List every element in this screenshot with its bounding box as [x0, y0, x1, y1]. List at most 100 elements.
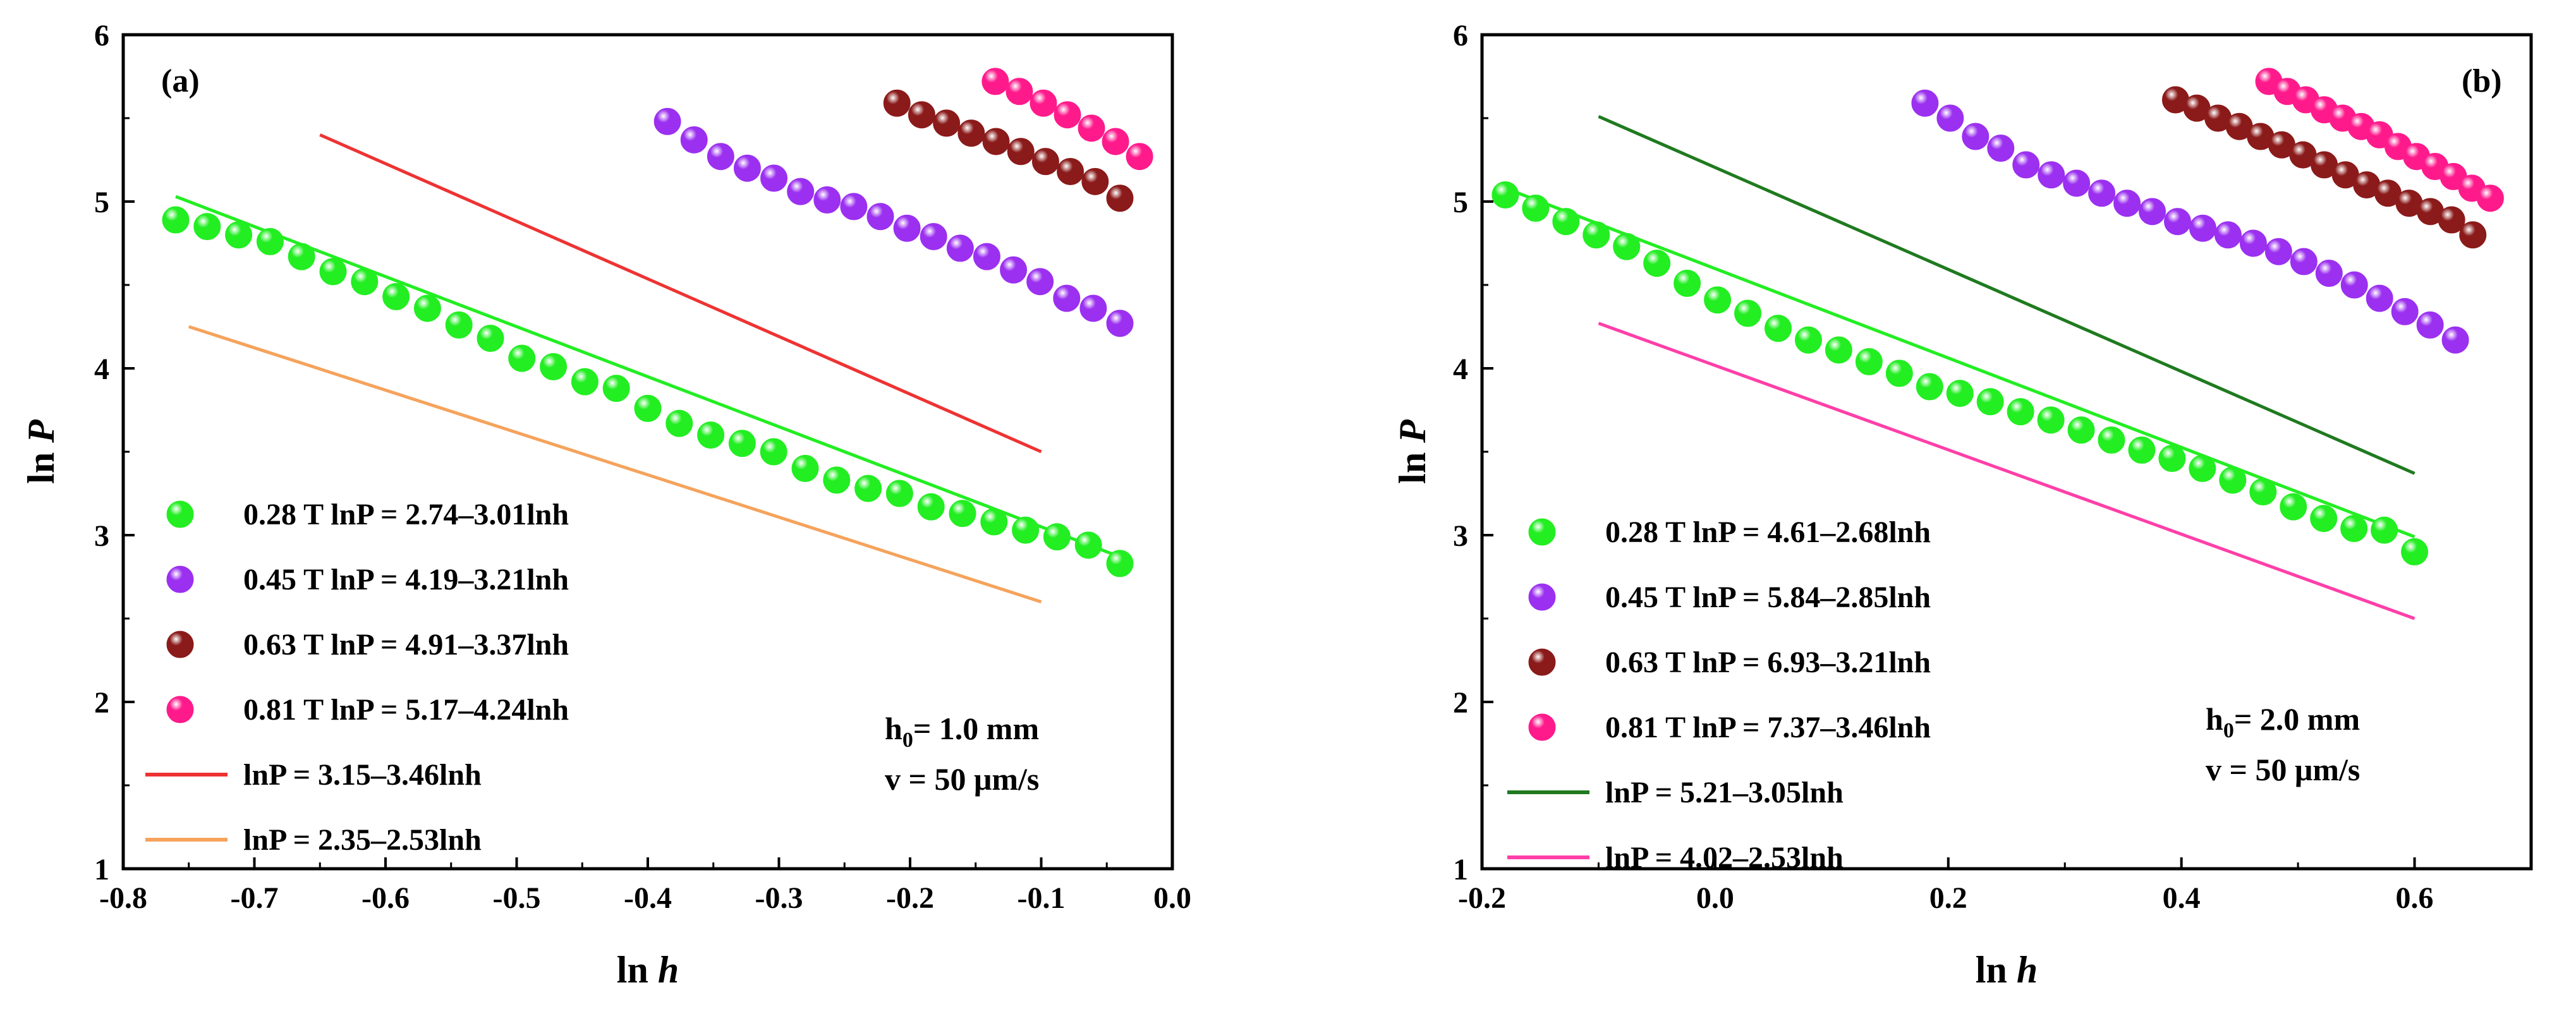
- panel-b-point-0-45-t-14: [2264, 238, 2292, 265]
- panel-a-point-0-28-t-20: [791, 454, 819, 482]
- panel-a-point-0-28-t-23: [885, 480, 913, 507]
- panel-b-point-0-28-t-24: [2219, 466, 2247, 494]
- panel-a-annotation: h0= 1.0 mm v = 50 μm/s: [885, 711, 1039, 797]
- panel-b-x-axis-title-prefix: ln: [1976, 949, 2017, 991]
- panel-a-point-0-81-t-2: [1030, 89, 1057, 117]
- panel-a-point-0-28-t-19: [760, 438, 787, 466]
- panel-a-point-0-28-t-16: [665, 409, 693, 437]
- panel-a: -0.8 -0.7 -0.6 -0.5 -0.4 -0.3 -0.2 -0.1 0.0 1 2 3 4 5…: [20, 19, 1191, 991]
- panel-b-point-0-45-t-15: [2290, 248, 2318, 275]
- panel-b-y-tick-label-4: 5: [1453, 186, 1468, 219]
- panel-b-y-axis-title-var: P: [1392, 419, 1433, 444]
- panel-a-point-0-63-t-4: [982, 128, 1010, 155]
- panel-a-legend: 0.28 T lnP = 2.74–3.01lnh 0.45 T lnP = 4.…: [145, 498, 569, 857]
- panel-a-x-tick-label-2: -0.6: [361, 881, 410, 915]
- panel-b-point-0-45-t-19: [2391, 298, 2419, 325]
- panel-a-point-0-45-t-0: [653, 107, 681, 135]
- panel-a-legend-marker-0-28-t: [166, 500, 194, 528]
- panel-b-x-axis-title: ln h: [1976, 949, 2038, 991]
- panel-a-point-0-45-t-15: [1053, 284, 1081, 312]
- panel-b-point-0-28-t-27: [2310, 505, 2338, 533]
- panel-a-x-tick-label-7: -0.1: [1018, 881, 1066, 915]
- panel-a-point-0-28-t-6: [351, 268, 379, 296]
- panel-b-label: (b): [2462, 63, 2502, 99]
- panel-a-legend-label-0-45-t: 0.45 T lnP = 4.19–3.21lnh: [243, 563, 569, 596]
- panel-a-x-axis-title: ln h: [617, 949, 679, 991]
- panel-a-point-0-45-t-12: [973, 243, 1000, 270]
- panel-b-legend-label-0-81-t: 0.81 T lnP = 7.37–3.46lnh: [1605, 711, 1931, 744]
- panel-a-point-0-63-t-9: [1106, 184, 1134, 212]
- panel-a-annotation-h0: h0= 1.0 mm: [885, 711, 1039, 752]
- panel-b-point-0-28-t-5: [1643, 250, 1671, 277]
- panel-a-point-0-28-t-2: [225, 221, 253, 249]
- panel-a-x-tick-label-4: -0.4: [624, 881, 672, 915]
- panel-a-point-0-28-t-1: [193, 213, 221, 241]
- panel-a-point-0-28-t-12: [540, 353, 568, 380]
- panel-b-y-axis-title: ln P: [1392, 419, 1433, 484]
- panel-b-point-0-28-t-20: [2098, 426, 2125, 454]
- panel-a-point-0-28-t-7: [382, 282, 410, 310]
- panel-b-point-0-45-t-21: [2441, 326, 2469, 354]
- panel-b-point-0-45-t-0: [1911, 89, 1939, 117]
- panel-b-point-0-45-t-5: [2038, 161, 2065, 189]
- panel-b-point-0-28-t-22: [2158, 445, 2186, 473]
- panel-a-point-0-28-t-4: [288, 243, 315, 270]
- panel-a-point-0-28-t-22: [854, 474, 882, 502]
- panel-b-point-0-28-t-15: [1946, 380, 1974, 408]
- panel-a-fit-line-0-28-t: [175, 195, 1121, 559]
- panel-b-legend-marker-0-63-t: [1528, 648, 1556, 676]
- panel-b-point-0-45-t-9: [2139, 198, 2166, 226]
- panel-b-point-0-45-t-3: [1987, 135, 2015, 162]
- panel-a-point-0-28-t-5: [319, 258, 347, 286]
- panel-b-point-0-45-t-4: [2012, 151, 2040, 179]
- panel-b-annotation-h0-value: = 2.0 mm: [2234, 701, 2360, 737]
- panel-a-label: (a): [161, 63, 200, 99]
- panel-a-x-tick-label-6: -0.2: [886, 881, 934, 915]
- panel-a-point-0-28-t-9: [445, 311, 473, 339]
- panel-b-ticks: -0.2 0.0 0.2 0.4 0.6 1 2 3 4 5 6: [1453, 19, 2434, 915]
- panel-a-point-0-63-t-7: [1057, 157, 1084, 185]
- panel-b-point-0-81-t-12: [2476, 184, 2504, 212]
- panel-b-point-0-45-t-12: [2214, 221, 2242, 249]
- panel-b-legend-label-0-63-t: 0.63 T lnP = 6.93–3.21lnh: [1605, 646, 1931, 679]
- panel-a-point-0-45-t-14: [1026, 268, 1054, 296]
- panel-b-point-0-28-t-30: [2401, 538, 2429, 565]
- panel-a-point-0-28-t-29: [1074, 531, 1102, 559]
- panel-b-point-0-45-t-10: [2164, 208, 2192, 236]
- panel-a-point-0-45-t-7: [840, 193, 868, 221]
- panel-a-legend-label-0-81-t: 0.81 T lnP = 5.17–4.24lnh: [243, 693, 569, 727]
- panel-a-point-0-28-t-8: [413, 294, 441, 322]
- panel-b-point-0-28-t-16: [1976, 388, 2004, 416]
- panel-a-point-0-45-t-1: [680, 126, 708, 154]
- panel-b-point-0-45-t-7: [2088, 179, 2116, 207]
- panel-a-point-0-45-t-11: [946, 234, 974, 262]
- panel-b-x-axis-title-var: h: [2017, 949, 2038, 991]
- panel-b-point-0-45-t-11: [2189, 214, 2216, 242]
- panel-b-point-0-45-t-6: [2063, 169, 2091, 197]
- panel-a-y-tick-label-0: 1: [94, 853, 109, 886]
- panel-a-point-0-28-t-27: [1012, 516, 1040, 544]
- panel-b-marks: [1492, 68, 2504, 620]
- panel-a-y-axis-title: ln P: [20, 419, 62, 484]
- panel-a-y-axis-title-prefix: ln: [20, 443, 62, 484]
- panel-b-x-tick-label-3: 0.4: [2163, 881, 2201, 915]
- panel-b-point-0-28-t-8: [1734, 299, 1762, 327]
- panel-a-point-0-28-t-26: [980, 508, 1008, 536]
- panel-a-x-tick-label-0: -0.8: [99, 881, 147, 915]
- panel-b-legend-marker-0-28-t: [1528, 518, 1556, 546]
- panel-b-point-0-28-t-0: [1492, 181, 1519, 208]
- panel-b-point-0-28-t-7: [1704, 286, 1732, 314]
- panel-a-x-tick-label-3: -0.5: [493, 881, 541, 915]
- panel-a-point-0-81-t-4: [1078, 114, 1105, 142]
- panel-b-y-tick-label-1: 2: [1453, 686, 1468, 720]
- panel-b-point-0-28-t-26: [2280, 493, 2307, 521]
- panel-a-point-0-28-t-0: [162, 206, 190, 234]
- panel-b-point-0-28-t-21: [2128, 436, 2156, 464]
- panel-b-point-0-28-t-1: [1522, 195, 1550, 222]
- panel-a-point-0-63-t-6: [1031, 148, 1059, 176]
- panel-a-point-0-45-t-17: [1106, 310, 1134, 337]
- panel-a-point-0-45-t-2: [707, 143, 734, 171]
- panel-a-point-0-45-t-9: [893, 214, 921, 242]
- panel-b-point-0-28-t-14: [1916, 373, 1943, 401]
- panel-a-point-0-81-t-0: [981, 68, 1009, 95]
